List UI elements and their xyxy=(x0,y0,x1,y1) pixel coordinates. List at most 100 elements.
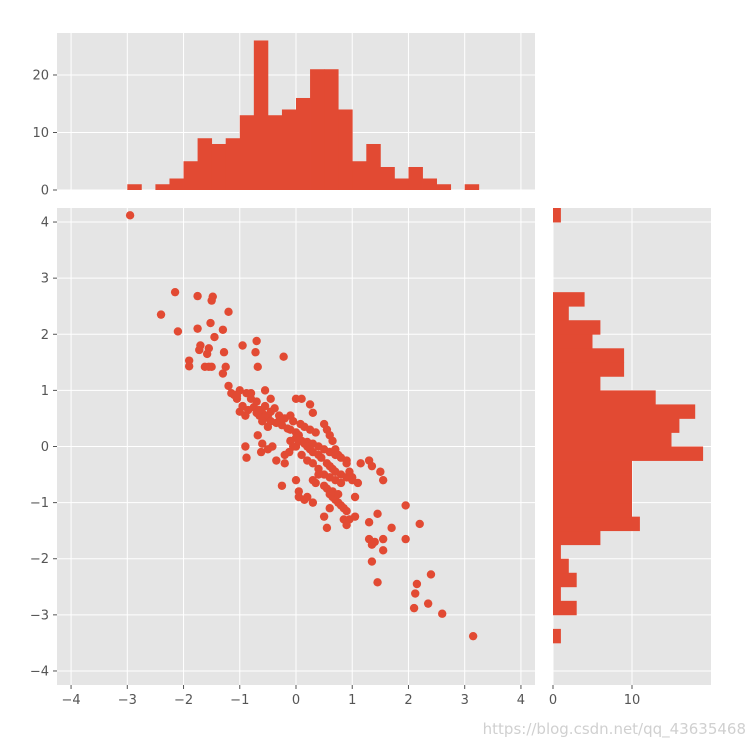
scatter-point xyxy=(308,408,318,418)
scatter-point xyxy=(409,603,419,613)
scatter-point xyxy=(256,447,266,457)
scatter-point xyxy=(317,453,326,462)
top-hist-y-tick-label: 0 xyxy=(41,184,49,199)
right-hist-bar xyxy=(553,600,577,616)
scatter-point xyxy=(336,478,346,488)
scatter-point xyxy=(255,405,264,415)
top-hist-bar xyxy=(296,97,311,190)
scatter-point xyxy=(387,523,396,533)
y-tick-label: 4 xyxy=(41,216,49,231)
scatter-point xyxy=(268,442,277,451)
scatter-point xyxy=(415,519,424,529)
x-tick-label: 1 xyxy=(348,693,356,708)
right-hist-bar xyxy=(553,432,672,447)
y-tick-label: −2 xyxy=(30,552,49,567)
x-tick-label: 3 xyxy=(461,693,469,708)
scatter-point xyxy=(308,498,318,507)
right-hist-bar xyxy=(553,348,625,363)
scatter-point xyxy=(342,459,351,468)
scatter-point xyxy=(314,470,323,479)
scatter-point xyxy=(208,292,217,301)
right-hist-bar xyxy=(553,544,561,560)
scatter-point xyxy=(367,461,377,471)
top-hist-bar xyxy=(408,166,423,190)
scatter-point xyxy=(204,362,214,372)
scatter-point xyxy=(364,518,374,527)
scatter-point xyxy=(401,501,410,510)
scatter-point xyxy=(193,324,202,333)
top-hist-bar xyxy=(394,178,409,190)
scatter-point xyxy=(184,362,194,371)
top-hist-bar xyxy=(169,178,184,190)
scatter-point xyxy=(378,546,388,555)
top-hist-bar xyxy=(127,184,142,190)
scatter-point xyxy=(266,417,275,426)
right-hist-bar xyxy=(553,488,632,504)
scatter-point xyxy=(274,411,284,420)
scatter-point xyxy=(173,327,183,336)
scatter-point xyxy=(308,459,318,468)
y-tick-label: 0 xyxy=(41,440,49,455)
scatter-panel: −4 −3 −2 −1 0 1 2 3 4 −4 −3 −2 −1 0 1 2 3 4 xyxy=(30,208,535,708)
right-hist-bar xyxy=(553,404,696,419)
scatter-point xyxy=(367,557,377,566)
scatter-point xyxy=(279,352,288,361)
scatter-point xyxy=(303,492,312,502)
scatter-point xyxy=(305,400,315,409)
top-histogram-panel: 0 10 20 xyxy=(32,33,535,199)
scatter-point xyxy=(241,442,250,451)
right-hist-bar xyxy=(553,362,625,377)
x-tick-label: 4 xyxy=(517,693,525,708)
right-hist-bar xyxy=(553,376,601,391)
right-hist-bar xyxy=(553,446,704,461)
top-hist-bar xyxy=(183,161,198,190)
scatter-point xyxy=(241,411,250,420)
top-hist-y-tick-label: 20 xyxy=(32,68,49,83)
y-tick-label: −1 xyxy=(30,496,49,511)
top-hist-bar xyxy=(436,184,452,190)
scatter-point xyxy=(170,287,180,297)
scatter-point xyxy=(252,336,261,346)
right-hist-bar xyxy=(553,628,561,644)
scatter-point xyxy=(348,473,357,482)
right-hist-x-tick-label: 10 xyxy=(624,693,641,708)
top-hist-bar xyxy=(464,184,480,190)
scatter-point xyxy=(156,310,166,319)
scatter-point xyxy=(376,467,385,476)
scatter-point xyxy=(319,512,329,521)
scatter-point xyxy=(297,394,306,403)
right-hist-bar xyxy=(553,320,601,335)
right-hist-bar xyxy=(553,558,569,574)
scatter-point xyxy=(411,589,420,598)
scatter-point xyxy=(286,425,295,434)
scatter-point xyxy=(193,291,202,301)
top-hist-bar xyxy=(225,138,241,190)
top-hist-y-tick-label: 10 xyxy=(32,126,49,141)
top-hist-bar xyxy=(253,40,269,190)
top-hist-bar xyxy=(324,69,339,190)
scatter-point xyxy=(356,459,365,468)
x-tick-label: 0 xyxy=(292,693,300,708)
scatter-point xyxy=(468,631,478,641)
right-hist-bar xyxy=(553,572,577,588)
scatter-point xyxy=(333,490,343,499)
scatter-point xyxy=(253,362,262,372)
scatter-point xyxy=(242,453,251,462)
scatter-point xyxy=(373,578,382,587)
y-tick-label: −3 xyxy=(30,608,49,623)
scatter-point xyxy=(277,481,287,490)
scatter-point xyxy=(325,504,334,513)
right-hist-bar xyxy=(553,334,593,349)
scatter-point xyxy=(311,478,320,488)
scatter-point xyxy=(333,450,343,460)
scatter-point xyxy=(401,534,410,544)
y-tick-label: 1 xyxy=(41,384,49,399)
scatter-point xyxy=(373,509,382,519)
right-hist-bar xyxy=(553,586,561,602)
scatter-point xyxy=(367,540,377,549)
right-hist-x-tick-label: 0 xyxy=(549,693,557,708)
scatter-point xyxy=(322,523,332,533)
scatter-point xyxy=(258,439,267,448)
scatter-point xyxy=(438,609,447,618)
